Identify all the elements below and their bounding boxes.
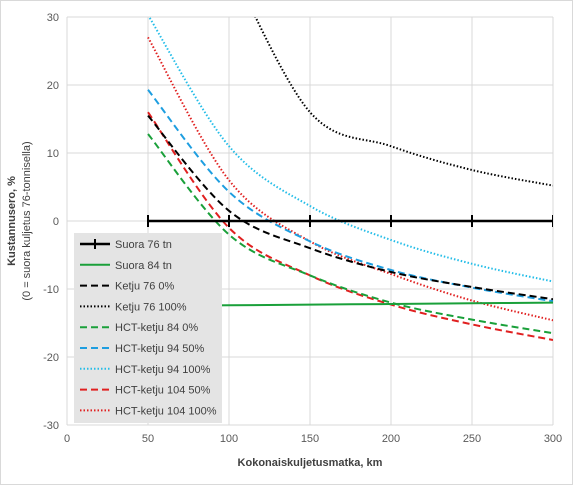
legend-entry-label: HCT-ketju 104 100%: [115, 405, 217, 417]
x-axis-label: Kokonaiskuljetusmatka, km: [238, 457, 383, 469]
x-tick-label: 150: [301, 433, 319, 445]
y-axis-sublabel: (0 = suora kuljetus 76-tonnisella): [21, 141, 33, 300]
y-axis-label: Kustannusero, %: [6, 176, 18, 266]
x-tick-label: 0: [64, 433, 70, 445]
y-tick-label: -20: [43, 352, 59, 364]
legend-entry-label: HCT-ketju 104 50%: [115, 385, 211, 397]
x-tick-label: 250: [463, 433, 481, 445]
y-tick-label: 0: [53, 216, 59, 228]
x-tick-label: 100: [220, 433, 238, 445]
legend-entry-label: Suora 76 tn: [115, 239, 172, 251]
series-line-hct-ketju-104-50-: [147, 111, 553, 341]
y-tick-label: 30: [47, 12, 59, 24]
series-line-hct-ketju-94-100-: [148, 17, 553, 283]
series-line-hct-ketju-104-100-: [147, 36, 553, 322]
legend-entry-label: HCT-ketju 84 0%: [115, 322, 198, 334]
x-tick-label: 300: [544, 433, 562, 445]
legend-entry-label: HCT-ketju 94 50%: [115, 343, 204, 355]
y-tick-label: -10: [43, 284, 59, 296]
legend-entry-label: Ketju 76 100%: [115, 301, 187, 313]
legend-entry-label: HCT-ketju 94 100%: [115, 364, 211, 376]
y-tick-label: 10: [47, 148, 59, 160]
x-tick-label: 50: [142, 433, 154, 445]
series-line-ketju-76-0-: [147, 114, 553, 301]
y-tick-label: 20: [47, 80, 59, 92]
y-tick-label: -30: [43, 420, 59, 432]
legend: Suora 76 tn Suora 84 tn Ketju 76 0% Ketju 7…: [74, 233, 222, 423]
x-tick-label: 200: [382, 433, 400, 445]
series-line-hct-ketju-84-0-: [147, 133, 553, 335]
legend-entry-label: Suora 84 tn: [115, 260, 172, 272]
legend-entry-label: Ketju 76 0%: [115, 281, 175, 293]
